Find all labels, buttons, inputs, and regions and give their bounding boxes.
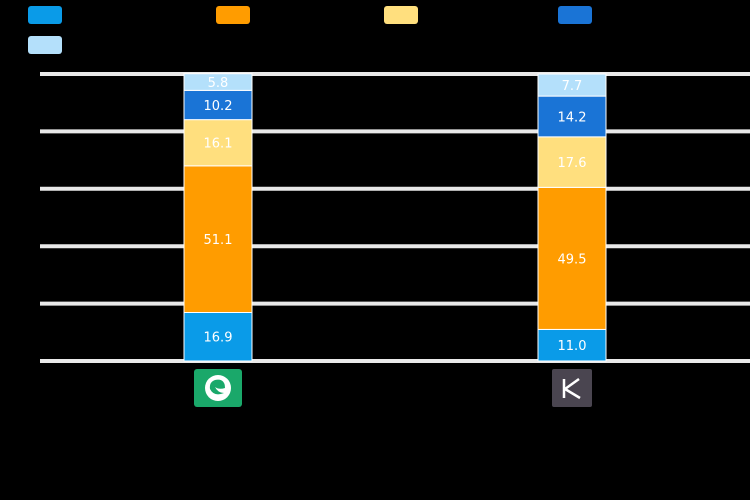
bar-segment xyxy=(537,136,607,188)
data-label: 49.5 xyxy=(558,252,587,267)
legend-item[interactable] xyxy=(558,4,592,26)
green-leaf-app-icon xyxy=(194,369,242,407)
legend-swatch xyxy=(558,6,592,24)
data-label: 17.6 xyxy=(558,156,587,171)
bar-segment xyxy=(183,119,253,167)
data-label: 16.9 xyxy=(204,331,233,346)
data-label: 16.1 xyxy=(204,137,233,152)
data-label: 51.1 xyxy=(204,233,233,248)
bar-segment xyxy=(183,165,253,313)
legend-swatch xyxy=(216,6,250,24)
chart-legend xyxy=(0,0,750,60)
data-label: 11.0 xyxy=(558,339,587,354)
legend-swatch xyxy=(28,36,62,54)
legend-item[interactable] xyxy=(216,4,250,26)
bar-segment xyxy=(183,311,253,362)
data-label: 14.2 xyxy=(558,110,587,125)
legend-item[interactable] xyxy=(384,4,418,26)
leaf-icon xyxy=(209,379,225,395)
icon-background xyxy=(552,369,592,407)
k-letter-icon xyxy=(562,377,581,400)
data-label: 7.7 xyxy=(562,79,583,94)
legend-swatch xyxy=(384,6,418,24)
data-label: 10.2 xyxy=(204,99,233,114)
bar-segment xyxy=(183,89,253,121)
bar-segment xyxy=(537,328,607,362)
bar-segment xyxy=(537,73,607,97)
bar-segment xyxy=(183,73,253,91)
k-letter-app-icon xyxy=(552,369,592,407)
legend-swatch xyxy=(28,6,62,24)
legend-item[interactable] xyxy=(28,4,62,26)
data-label: 5.8 xyxy=(208,76,229,91)
bar-segment xyxy=(537,186,607,330)
legend-item[interactable] xyxy=(28,34,62,56)
